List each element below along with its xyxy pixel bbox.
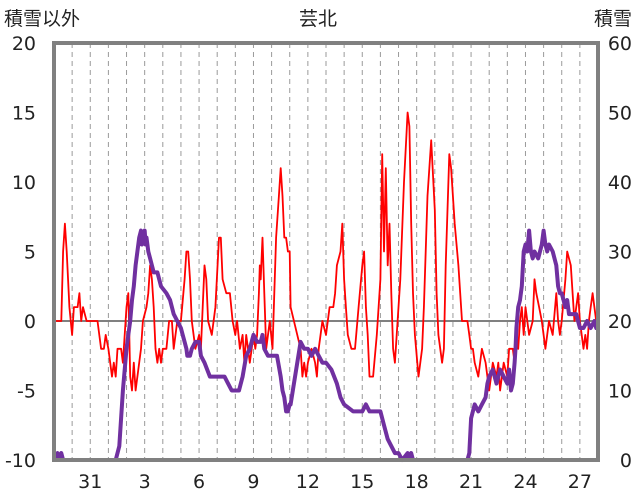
- y-left-tick-label: 5: [24, 242, 36, 264]
- x-tick-label: 15: [350, 471, 374, 493]
- y-left-tick-label: -10: [5, 450, 36, 472]
- x-tick-label: 12: [296, 471, 320, 493]
- y-left-tick-label: -5: [17, 381, 36, 403]
- y-left-tick-label: 20: [12, 33, 36, 55]
- y-left-tick-label: 15: [12, 103, 36, 125]
- y-right-tick-label: 50: [608, 103, 632, 125]
- x-tick-label: 6: [193, 471, 205, 493]
- y-right-tick-label: 10: [608, 381, 632, 403]
- y-right-tick-label: 0: [620, 450, 632, 472]
- x-tick-label: 24: [513, 471, 537, 493]
- y-right-tick-label: 30: [608, 242, 632, 264]
- x-tick-label: 27: [568, 471, 592, 493]
- x-tick-label: 18: [405, 471, 429, 493]
- x-tick-label: 31: [78, 471, 102, 493]
- y-right-tick-label: 40: [608, 172, 632, 194]
- y-right-tick-label: 20: [608, 311, 632, 333]
- right-axis-title: 積雪: [594, 8, 632, 30]
- x-tick-label: 3: [139, 471, 151, 493]
- x-tick-label: 9: [247, 471, 259, 493]
- series-line-2: [52, 228, 600, 462]
- chart-title: 芸北: [299, 8, 337, 30]
- x-tick-label: 21: [459, 471, 483, 493]
- y-left-tick-label: 0: [24, 311, 36, 333]
- y-right-tick-label: 60: [608, 33, 632, 55]
- y-left-tick-label: 10: [12, 172, 36, 194]
- left-axis-title: 積雪以外: [4, 8, 80, 30]
- plot-frame: [52, 41, 600, 462]
